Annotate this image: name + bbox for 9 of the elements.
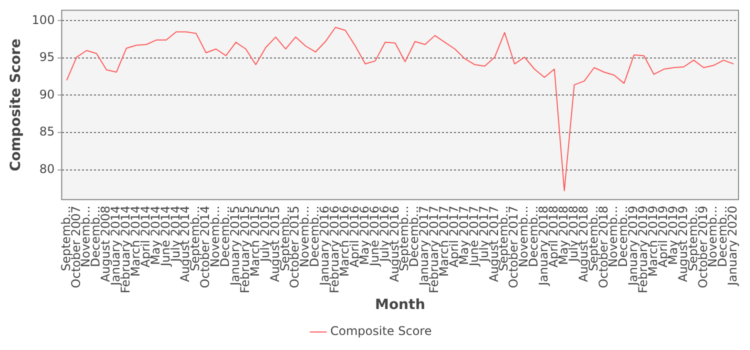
y-tick-label: 100 bbox=[32, 12, 55, 27]
y-tick-label: 95 bbox=[39, 50, 55, 64]
y-tick-label: 90 bbox=[39, 87, 55, 102]
y-axis-title: Composite Score bbox=[8, 38, 24, 172]
y-tick-label: 85 bbox=[39, 124, 55, 139]
y-tick-label: 80 bbox=[39, 162, 55, 176]
x-tick-label: January 2020 bbox=[726, 206, 740, 287]
legend-label: Composite Score bbox=[330, 324, 432, 338]
x-axis-title: Month bbox=[375, 297, 426, 314]
